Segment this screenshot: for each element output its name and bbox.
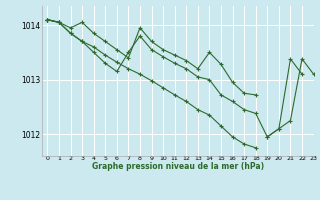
X-axis label: Graphe pression niveau de la mer (hPa): Graphe pression niveau de la mer (hPa) <box>92 162 264 171</box>
